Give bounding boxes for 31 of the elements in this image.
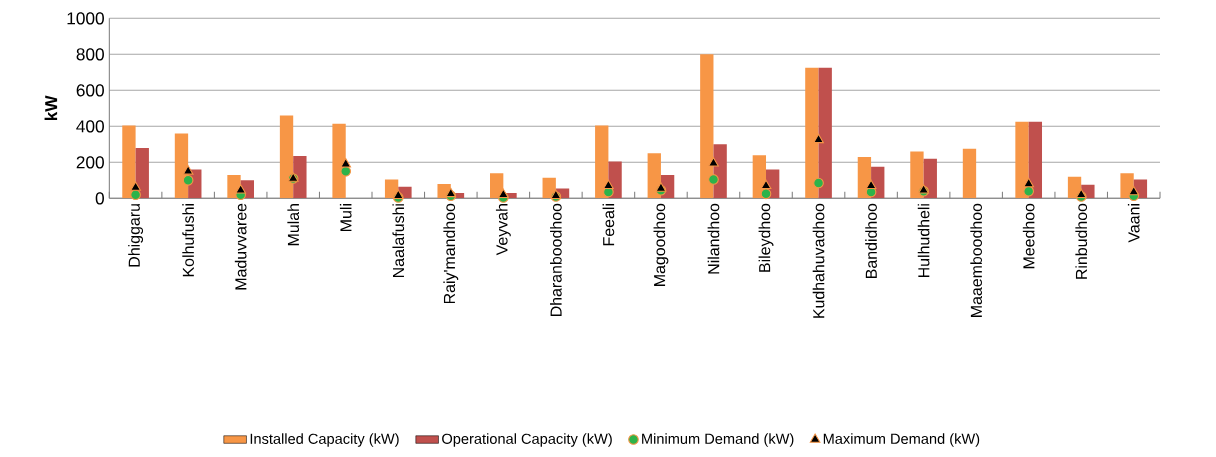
x-tick-label: Kolhufushi <box>182 204 194 277</box>
y-tick-label: 0 <box>95 192 104 205</box>
x-tick-label: Vaani <box>1127 204 1140 243</box>
x-tick-label: Kudhahuvadhoo <box>812 203 825 318</box>
legend-label: Installed Capacity (kW) <box>250 433 399 447</box>
legend-label: Minimum Demand (kW) <box>642 433 794 447</box>
x-tick-label: Nilandhoo <box>707 203 720 274</box>
x-tick-label: Naalafushi <box>392 204 405 278</box>
x-tick-label: Bandidhoo <box>865 203 877 278</box>
y-axis-title: kW <box>44 95 58 121</box>
x-tick-label: Meedhoo <box>1022 203 1035 269</box>
x-tick-label: Feeali <box>602 204 615 246</box>
x-tick-label: Maaemboodhoo <box>970 203 982 317</box>
legend-label: Operational Capacity (kW) <box>442 433 612 447</box>
y-tick-label: 600 <box>76 84 104 97</box>
legend-label: Maximum Demand (kW) <box>823 433 980 447</box>
x-tick-label: Muli <box>339 204 352 231</box>
x-tick-label: Rinbudhoo <box>1075 203 1088 279</box>
x-tick-label: Dhiggaru <box>128 204 144 267</box>
y-tick-label: 400 <box>76 120 104 133</box>
x-tick-label: Raiy'mandhoo <box>443 203 459 304</box>
x-tick-label: Dharanboodhoo <box>550 203 562 317</box>
x-tick-label: Maduvvaree <box>234 203 247 290</box>
y-tick-label: 800 <box>76 48 104 61</box>
x-tick-label: Bileydhoo <box>758 203 774 272</box>
y-tick-label: 1000 <box>67 12 104 25</box>
x-tick-label: Magoodhoo <box>653 203 669 286</box>
x-tick-label: Veyvah <box>495 204 511 256</box>
x-tick-label: Mulah <box>287 204 300 246</box>
y-tick-label: 200 <box>76 156 104 169</box>
x-tick-label: Hulhudheli <box>917 204 930 278</box>
